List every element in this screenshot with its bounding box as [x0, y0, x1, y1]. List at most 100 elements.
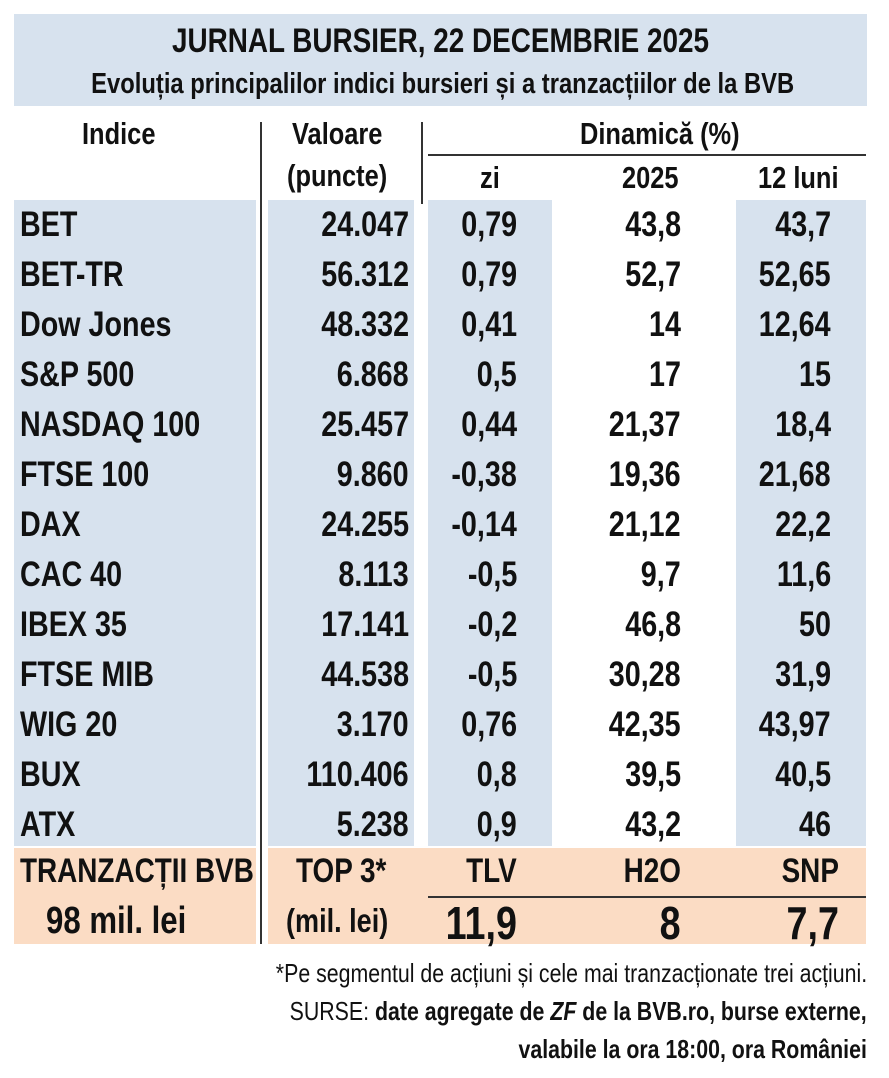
- index-name: DAX: [20, 505, 81, 544]
- index-12m-change: 21,68: [759, 455, 831, 494]
- top3-ticker: H2O: [623, 852, 681, 890]
- index-day-change: 0,41: [461, 305, 517, 344]
- index-day-change: -0,5: [467, 655, 517, 694]
- index-name: S&P 500: [20, 355, 135, 394]
- divider-value-dynamics: [421, 122, 423, 204]
- index-name: WIG 20: [20, 705, 118, 744]
- index-year-change: 46,8: [625, 605, 681, 644]
- index-name: Dow Jones: [20, 305, 172, 344]
- top3-ticker: TLV: [466, 852, 517, 890]
- index-12m-change: 12,64: [759, 305, 831, 344]
- index-day-change: -0,2: [467, 605, 517, 644]
- bvb-transactions-amount: 98 mil. lei: [46, 900, 187, 942]
- top3-ticker: SNP: [781, 852, 839, 890]
- band-index: [14, 200, 256, 846]
- index-day-change: 0,79: [461, 255, 517, 294]
- top3-unit: (mil. lei): [286, 902, 389, 939]
- index-day-change: -0,14: [451, 505, 517, 544]
- index-value: 56.312: [321, 255, 409, 294]
- index-year-change: 43,2: [625, 805, 681, 844]
- top3-value: 8: [660, 897, 681, 949]
- top3-label: TOP 3*: [296, 852, 387, 890]
- col-header-value-line1: Valoare: [292, 116, 383, 151]
- index-day-change: -0,5: [467, 555, 517, 594]
- index-day-change: 0,5: [477, 355, 517, 394]
- col-header-dynamics: Dinamică (%): [580, 116, 740, 151]
- index-name: FTSE MIB: [20, 655, 154, 694]
- index-year-change: 9,7: [641, 555, 681, 594]
- index-12m-change: 11,6: [776, 555, 831, 594]
- index-12m-change: 31,9: [775, 655, 831, 694]
- index-12m-change: 18,4: [775, 405, 831, 444]
- index-value: 6.868: [337, 355, 409, 394]
- index-year-change: 30,28: [609, 655, 681, 694]
- bvb-transactions-label: TRANZACȚII BVB: [20, 852, 254, 890]
- index-value: 3.170: [337, 705, 409, 744]
- top3-value: 7,7: [786, 897, 839, 949]
- index-day-change: 0,44: [461, 405, 517, 444]
- title-banner: JURNAL BURSIER, 22 DECEMBRIE 2025 Evoluț…: [14, 14, 867, 106]
- band-12months: [736, 200, 866, 846]
- index-12m-change: 43,7: [775, 205, 831, 244]
- index-name: BUX: [20, 755, 81, 794]
- table-row: BET-TR 56.312 0,79 52,7 52,65: [0, 250, 889, 300]
- index-value: 25.457: [321, 405, 409, 444]
- table-row: ATX 5.238 0,9 43,2 46: [0, 800, 889, 850]
- col-header-day: zi: [480, 160, 500, 195]
- index-year-change: 39,5: [625, 755, 681, 794]
- table-row: Dow Jones 48.332 0,41 14 12,64: [0, 300, 889, 350]
- index-value: 5.238: [337, 805, 409, 844]
- table-row: BUX 110.406 0,8 39,5 40,5: [0, 750, 889, 800]
- index-value: 8.113: [338, 555, 409, 594]
- index-12m-change: 43,97: [759, 705, 831, 744]
- index-value: 48.332: [321, 305, 409, 344]
- band-day: [428, 200, 552, 846]
- bvb-label-box: [14, 848, 256, 944]
- table-row: FTSE MIB 44.538 -0,5 30,28 31,9: [0, 650, 889, 700]
- divider-dynamics-header: [428, 154, 866, 156]
- page-subtitle: Evoluția principalilor indici bursieri ș…: [91, 68, 795, 100]
- page-title: JURNAL BURSIER, 22 DECEMBRIE 2025: [171, 22, 710, 60]
- index-day-change: 0,76: [461, 705, 517, 744]
- table-row: BET 24.047 0,79 43,8 43,7: [0, 200, 889, 250]
- index-name: FTSE 100: [20, 455, 150, 494]
- divider-index-value: [260, 122, 262, 944]
- index-day-change: 0,8: [477, 755, 517, 794]
- index-year-change: 17: [649, 355, 681, 394]
- table-row: CAC 40 8.113 -0,5 9,7 11,6: [0, 550, 889, 600]
- col-header-index: Indice: [82, 116, 156, 151]
- divider-top3: [428, 896, 866, 898]
- footnote: *Pe segmentul de acțiuni și cele mai tra…: [275, 958, 867, 988]
- index-year-change: 19,36: [609, 455, 681, 494]
- index-year-change: 21,12: [609, 505, 681, 544]
- band-value: [268, 200, 414, 846]
- index-day-change: -0,38: [451, 455, 517, 494]
- index-name: ATX: [20, 805, 76, 844]
- index-year-change: 14: [649, 305, 681, 344]
- sources-line-2: valabile la ora 18:00, ora României: [518, 1034, 867, 1064]
- table-row: DAX 24.255 -0,14 21,12 22,2: [0, 500, 889, 550]
- index-name: BET: [20, 205, 78, 244]
- index-12m-change: 52,65: [759, 255, 831, 294]
- index-12m-change: 15: [799, 355, 831, 394]
- index-name: IBEX 35: [20, 605, 127, 644]
- index-year-change: 42,35: [609, 705, 681, 744]
- index-day-change: 0,9: [477, 805, 517, 844]
- index-value: 44.538: [321, 655, 409, 694]
- table-row: S&P 500 6.868 0,5 17 15: [0, 350, 889, 400]
- index-12m-change: 50: [799, 605, 831, 644]
- index-year-change: 21,37: [609, 405, 681, 444]
- top3-value: 11,9: [445, 897, 517, 949]
- col-header-12months: 12 luni: [758, 160, 839, 195]
- index-name: NASDAQ 100: [20, 405, 201, 444]
- index-12m-change: 40,5: [775, 755, 831, 794]
- index-name: CAC 40: [20, 555, 123, 594]
- table-row: NASDAQ 100 25.457 0,44 21,37 18,4: [0, 400, 889, 450]
- index-value: 9.860: [337, 455, 409, 494]
- index-year-change: 43,8: [625, 205, 681, 244]
- sources-line-1: SURSE: date agregate de ZF de la BVB.ro,…: [289, 996, 867, 1026]
- col-header-value-line2: (puncte): [287, 158, 388, 193]
- table-row: IBEX 35 17.141 -0,2 46,8 50: [0, 600, 889, 650]
- table-row: WIG 20 3.170 0,76 42,35 43,97: [0, 700, 889, 750]
- col-header-year: 2025: [622, 160, 679, 195]
